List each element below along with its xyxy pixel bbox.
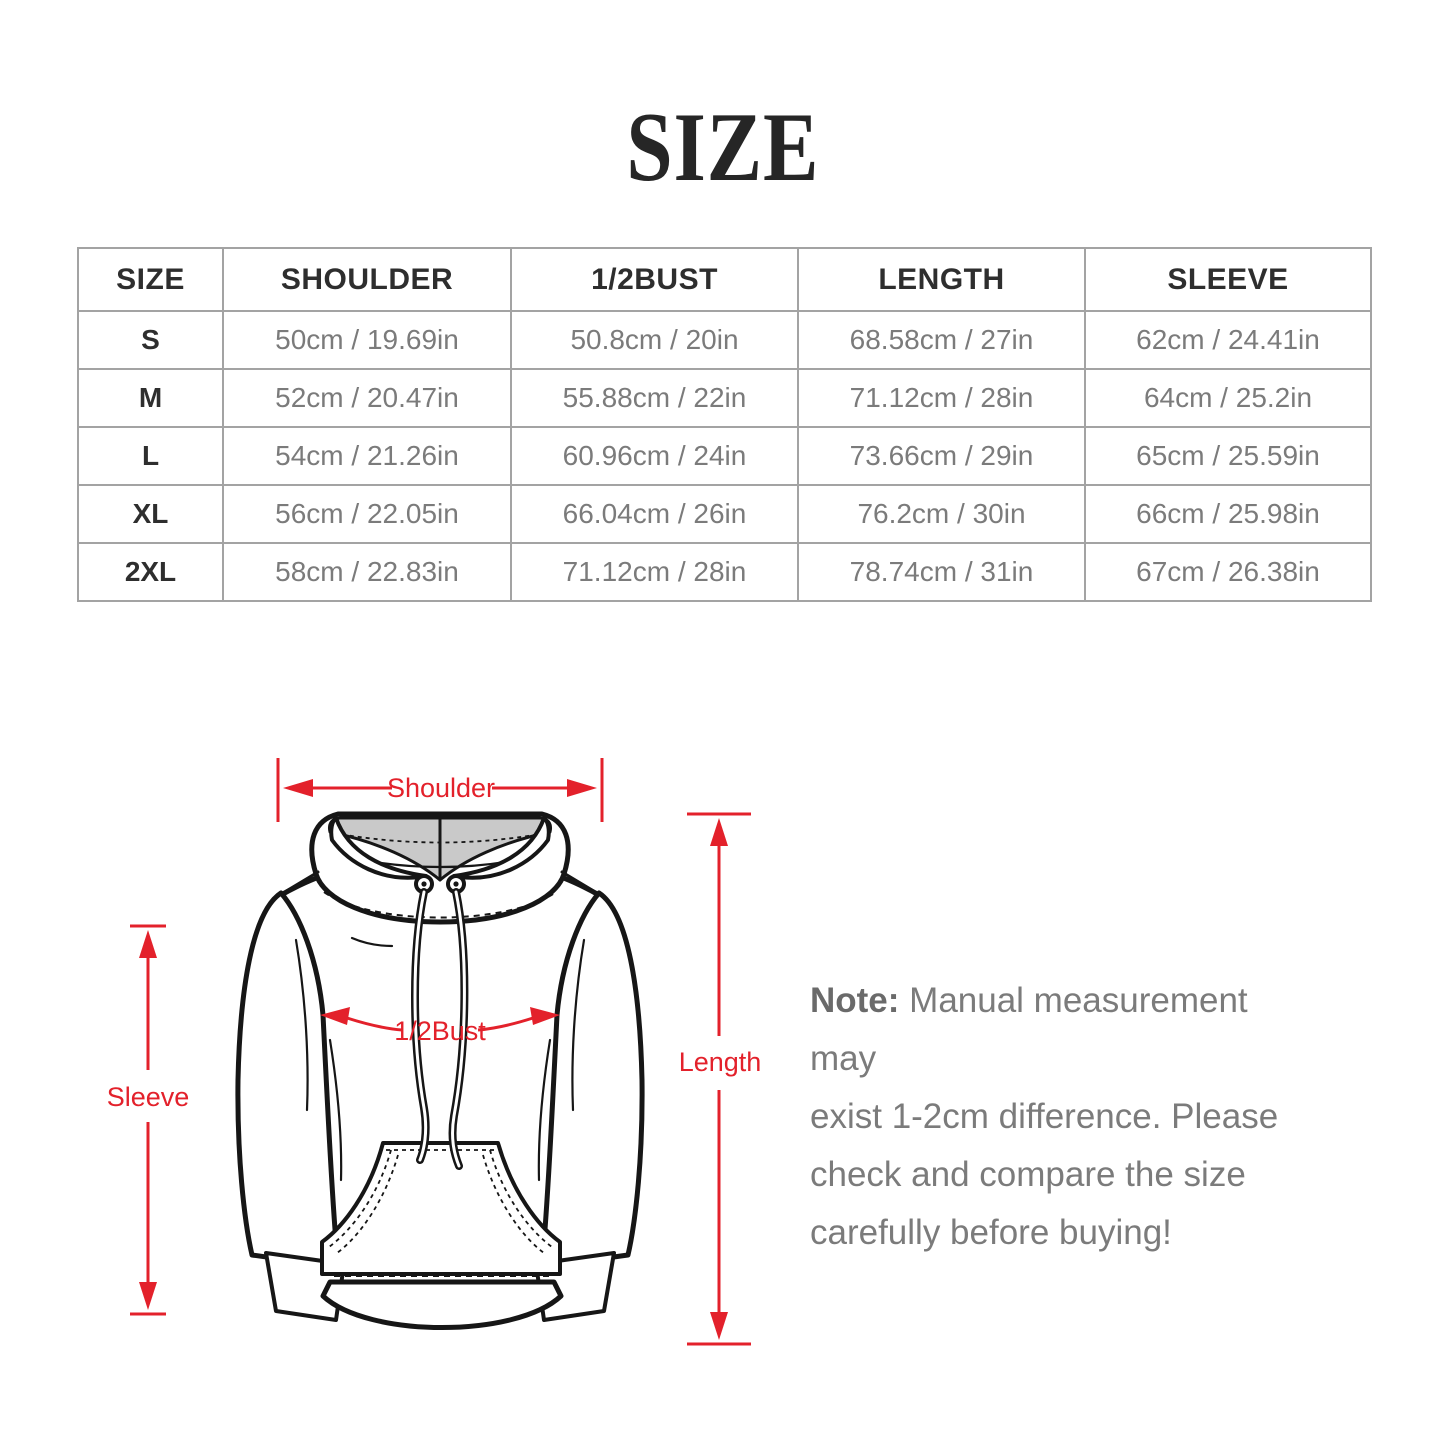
half-bust-line-right xyxy=(477,1016,534,1032)
cell-s-length: 68.58cm / 27in xyxy=(797,310,1086,370)
hoodie-drawing xyxy=(235,811,645,1330)
sleeve-arrowhead-top xyxy=(139,930,157,958)
table-row: XL 56cm / 22.05in 66.04cm / 26in 76.2cm … xyxy=(77,484,1372,544)
drawstring-right-highlight xyxy=(451,890,466,1168)
length-arrowhead-top xyxy=(710,818,728,846)
measurement-note: Note: Manual measurement may exist 1-2cm… xyxy=(810,972,1310,1262)
collar-stitch xyxy=(323,891,557,919)
table-row: S 50cm / 19.69in 50.8cm / 20in 68.58cm /… xyxy=(77,310,1372,370)
row-label-s: S xyxy=(77,310,224,370)
half-bust-arrowhead-left xyxy=(320,1007,350,1025)
shoulder-arrowhead-left xyxy=(283,779,313,797)
row-label-m: M xyxy=(77,368,224,428)
cell-2xl-half-bust: 71.12cm / 28in xyxy=(510,542,799,602)
sleeve-right xyxy=(539,890,645,1270)
hem-band xyxy=(320,1279,564,1330)
size-chart-table: SIZE SHOULDER 1/2BUST LENGTH SLEEVE S 50… xyxy=(77,247,1372,602)
note-line: check and compare the size xyxy=(810,1155,1246,1194)
hood-lining-stitch xyxy=(333,832,547,844)
cell-xl-sleeve: 66cm / 25.98in xyxy=(1084,484,1372,544)
cell-m-half-bust: 55.88cm / 22in xyxy=(510,368,799,428)
note-line1-text: Manual measurement may xyxy=(810,981,1248,1078)
page-title-text: SIZE xyxy=(626,93,819,202)
length-arrowhead-bottom xyxy=(710,1312,728,1340)
row-label-l: L xyxy=(77,426,224,486)
sleeve-dimension-label: Sleeve xyxy=(107,1082,190,1112)
pocket-stitch-right-2 xyxy=(482,1154,545,1254)
sleeve-arrowhead-bottom xyxy=(139,1282,157,1310)
shoulder-seam-left xyxy=(281,870,320,895)
cell-m-shoulder: 52cm / 20.47in xyxy=(222,368,512,428)
table-row: M 52cm / 20.47in 55.88cm / 22in 71.12cm … xyxy=(77,368,1372,428)
cell-xl-length: 76.2cm / 30in xyxy=(797,484,1086,544)
cell-l-shoulder: 54cm / 21.26in xyxy=(222,426,512,486)
body-crease-left xyxy=(328,1038,343,1182)
row-label-2xl: 2XL xyxy=(77,542,224,602)
cell-s-shoulder: 50cm / 19.69in xyxy=(222,310,512,370)
header-shoulder: SHOULDER xyxy=(222,247,512,312)
hood-fold-left xyxy=(329,816,428,880)
length-dimension: Length xyxy=(679,812,762,1346)
row-label-xl: XL xyxy=(77,484,224,544)
pocket-stitch-left-2 xyxy=(336,1154,399,1254)
header-size: SIZE xyxy=(77,247,224,312)
length-dimension-label: Length xyxy=(679,1047,762,1077)
half-bust-arrowhead-right xyxy=(530,1007,560,1025)
cell-xl-half-bust: 66.04cm / 26in xyxy=(510,484,799,544)
sleeve-crease-right xyxy=(571,938,586,1112)
shoulder-arrowhead-right xyxy=(567,779,597,797)
sleeve-crease-left xyxy=(294,938,309,1112)
note-label: Note: xyxy=(810,981,900,1020)
note-line: carefully before buying! xyxy=(810,1213,1172,1252)
note-line: exist 1-2cm difference. Please xyxy=(810,1097,1279,1136)
shoulder-seam-right xyxy=(560,870,599,895)
cell-l-sleeve: 65cm / 25.59in xyxy=(1084,426,1372,486)
cell-2xl-shoulder: 58cm / 22.83in xyxy=(222,542,512,602)
cell-l-length: 73.66cm / 29in xyxy=(797,426,1086,486)
table-header-row: SIZE SHOULDER 1/2BUST LENGTH SLEEVE xyxy=(77,247,1372,312)
eyelet-right-hole xyxy=(453,881,459,887)
drawstring-left-highlight xyxy=(413,890,428,1162)
hood-fold-right xyxy=(452,816,551,880)
cell-s-sleeve: 62cm / 24.41in xyxy=(1084,310,1372,370)
pocket-stitch-left-1 xyxy=(328,1149,392,1248)
note-line: Note: Manual measurement may xyxy=(810,972,1310,1088)
table-row: 2XL 58cm / 22.83in 71.12cm / 28in 78.74c… xyxy=(77,542,1372,602)
header-half-bust: 1/2BUST xyxy=(510,247,799,312)
dimension-annotations: Shoulder Sleeve Length xyxy=(107,758,762,1346)
shoulder-dimension: Shoulder xyxy=(276,758,604,822)
cell-2xl-length: 78.74cm / 31in xyxy=(797,542,1086,602)
cell-xl-shoulder: 56cm / 22.05in xyxy=(222,484,512,544)
cell-m-length: 71.12cm / 28in xyxy=(797,368,1086,428)
half-bust-line-left xyxy=(346,1016,403,1032)
hoodie-measurement-diagram: Shoulder Sleeve Length xyxy=(107,758,762,1346)
half-bust-dimension: 1/2Bust xyxy=(320,1007,560,1046)
header-length: LENGTH xyxy=(797,247,1086,312)
page-title: SIZE xyxy=(0,98,1445,197)
cell-l-half-bust: 60.96cm / 24in xyxy=(510,426,799,486)
cell-2xl-sleeve: 67cm / 26.38in xyxy=(1084,542,1372,602)
half-bust-dimension-label: 1/2Bust xyxy=(394,1016,486,1046)
table-row: L 54cm / 21.26in 60.96cm / 24in 73.66cm … xyxy=(77,426,1372,486)
body-crease-right xyxy=(537,1038,552,1182)
sleeve-dimension: Sleeve xyxy=(107,924,190,1316)
header-sleeve: SLEEVE xyxy=(1084,247,1372,312)
cell-m-sleeve: 64cm / 25.2in xyxy=(1084,368,1372,428)
sleeve-left xyxy=(235,890,341,1270)
cell-s-half-bust: 50.8cm / 20in xyxy=(510,310,799,370)
shoulder-dimension-label: Shoulder xyxy=(387,773,495,803)
eyelet-left-hole xyxy=(421,881,427,887)
pocket-stitch-right-1 xyxy=(489,1149,553,1248)
collar-crease xyxy=(350,936,394,948)
